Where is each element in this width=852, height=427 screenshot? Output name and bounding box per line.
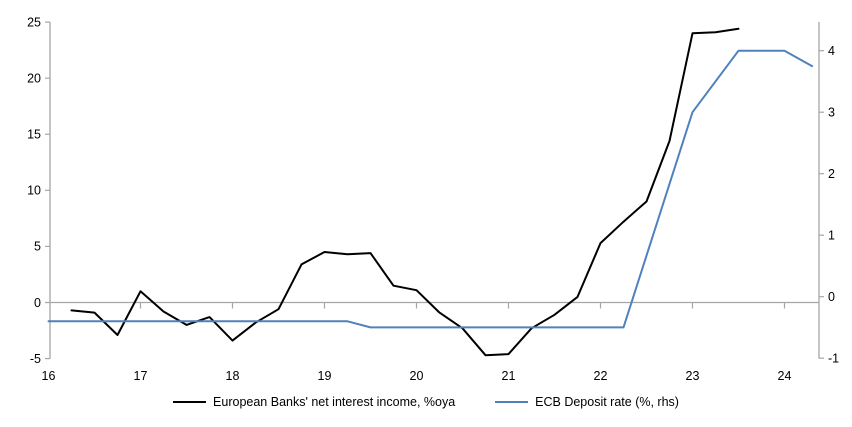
nii-line bbox=[70, 27, 740, 357]
left-axis-tick-label: 15 bbox=[27, 128, 41, 142]
right-axis-tick-label: 3 bbox=[828, 106, 835, 120]
ecb-rate-line bbox=[47, 49, 814, 329]
right-axis-tick-label: 1 bbox=[828, 229, 835, 243]
x-axis-tick-label: 23 bbox=[686, 369, 700, 383]
left-axis-tick-label: 20 bbox=[27, 71, 41, 85]
x-axis-tick-label: 20 bbox=[410, 369, 424, 383]
left-axis-tick-label: 0 bbox=[34, 296, 41, 310]
x-axis-tick-label: 18 bbox=[226, 369, 240, 383]
legend: European Banks' net interest income, %oy… bbox=[0, 395, 852, 409]
x-axis-tick-label: 17 bbox=[134, 369, 148, 383]
legend-item-nii: European Banks' net interest income, %oy… bbox=[173, 395, 455, 409]
x-axis-tick-label: 16 bbox=[42, 369, 56, 383]
right-axis-tick-label: 4 bbox=[828, 44, 835, 58]
right-axis-tick-label: 0 bbox=[828, 290, 835, 304]
legend-label-nii: European Banks' net interest income, %oy… bbox=[213, 395, 456, 409]
nii-line-swatch bbox=[173, 401, 207, 403]
x-axis-tick-label: 21 bbox=[502, 369, 516, 383]
right-axis-tick-label: 2 bbox=[828, 167, 835, 181]
x-axis-tick-label: 22 bbox=[594, 369, 608, 383]
left-axis-tick-label: 5 bbox=[34, 240, 41, 254]
left-axis-tick-label: -5 bbox=[30, 352, 41, 366]
ecb-line-swatch bbox=[495, 401, 529, 403]
x-axis-tick-label: 24 bbox=[778, 369, 792, 383]
legend-label-ecb: ECB Deposit rate (%, rhs) bbox=[535, 395, 679, 409]
x-axis-tick-label: 19 bbox=[318, 369, 332, 383]
right-axis-tick-label: -1 bbox=[828, 352, 839, 366]
left-axis-tick-label: 25 bbox=[27, 15, 41, 29]
legend-item-ecb: ECB Deposit rate (%, rhs) bbox=[495, 395, 679, 409]
left-axis-tick-label: 10 bbox=[27, 184, 41, 198]
